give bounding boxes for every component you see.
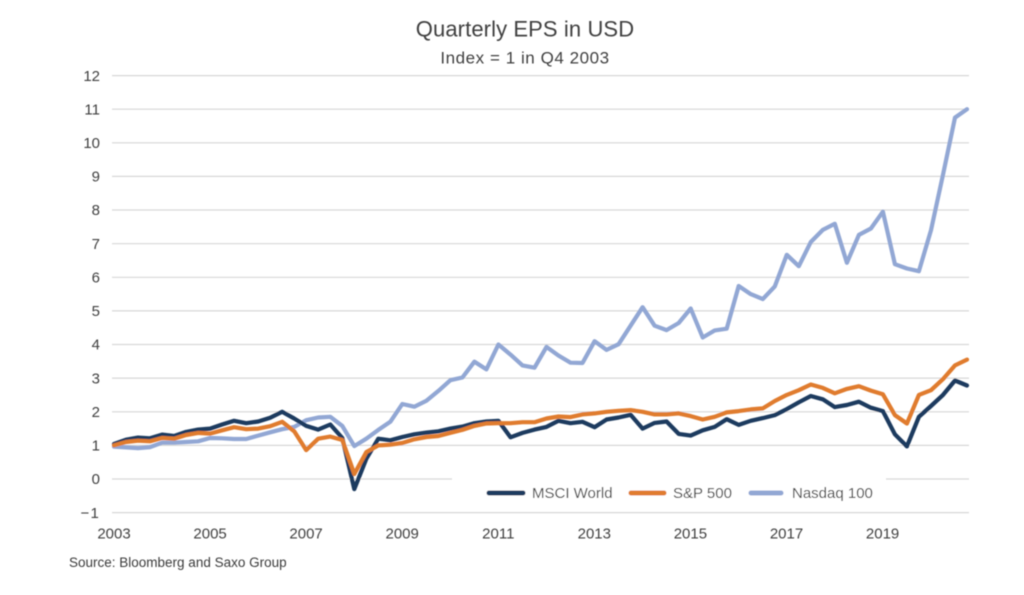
- svg-text:S&P 500: S&P 500: [673, 485, 732, 502]
- svg-text:Index = 1 in Q4 2003: Index = 1 in Q4 2003: [440, 48, 609, 67]
- svg-text:7: 7: [92, 236, 100, 253]
- svg-text:12: 12: [83, 68, 100, 85]
- svg-text:2013: 2013: [578, 526, 611, 543]
- svg-text:9: 9: [92, 169, 100, 186]
- svg-text:6: 6: [92, 270, 100, 287]
- svg-text:2011: 2011: [482, 526, 514, 543]
- svg-text:2015: 2015: [674, 526, 707, 543]
- svg-text:2005: 2005: [193, 526, 226, 543]
- svg-text:10: 10: [83, 135, 100, 152]
- svg-text:2: 2: [92, 404, 100, 421]
- svg-text:0: 0: [92, 471, 100, 488]
- svg-text:4: 4: [92, 337, 100, 354]
- svg-text:5: 5: [92, 303, 100, 320]
- svg-text:Source: Bloomberg and Saxo Gro: Source: Bloomberg and Saxo Group: [69, 555, 287, 570]
- svg-text:−1: −1: [80, 505, 100, 522]
- svg-text:2019: 2019: [866, 526, 899, 543]
- svg-text:8: 8: [92, 202, 100, 219]
- svg-text:2007: 2007: [289, 526, 322, 543]
- svg-text:11: 11: [84, 101, 100, 118]
- svg-text:2003: 2003: [97, 526, 130, 543]
- svg-text:Quarterly EPS in USD: Quarterly EPS in USD: [416, 17, 634, 42]
- svg-text:2017: 2017: [770, 526, 803, 543]
- svg-text:MSCI World: MSCI World: [532, 485, 613, 502]
- svg-text:Nasdaq 100: Nasdaq 100: [792, 485, 873, 502]
- svg-text:2009: 2009: [386, 526, 419, 543]
- svg-text:3: 3: [92, 370, 100, 387]
- svg-text:1: 1: [92, 438, 100, 455]
